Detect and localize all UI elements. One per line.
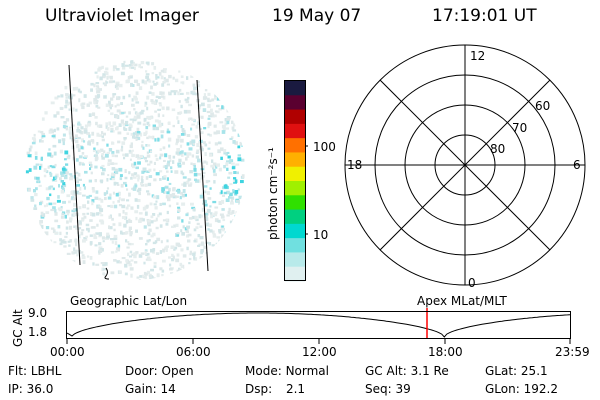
colorbar-tick-10: 10	[313, 228, 329, 242]
timeline-ylabel: GC Alt	[11, 309, 25, 347]
clock-label-0: 0	[468, 276, 476, 290]
info-gain: Gain: 14	[125, 382, 176, 396]
info-dsp: Dsp: 2.1	[245, 382, 306, 396]
colorbar-band	[285, 195, 305, 211]
clock-label-6: 6	[573, 158, 581, 172]
timeline-xtick-0000: 00:00	[50, 345, 85, 359]
colorbar-band	[285, 152, 305, 168]
magnetic-polar-grid: 12 18 6 0 60 70 80	[344, 44, 586, 290]
colorbar-band	[285, 166, 305, 182]
timeline-xtick-1800: 18:00	[428, 345, 463, 359]
info-filter: Flt: LBHL	[8, 364, 62, 378]
colorbar-band	[285, 109, 305, 125]
colorbar-unit-label: photon cm⁻²s⁻¹	[266, 147, 280, 240]
colorbar-tick-100: 100	[313, 140, 336, 154]
longitude-line-left	[68, 64, 81, 266]
info-door: Door: Open	[125, 364, 194, 378]
colorbar-band	[285, 209, 305, 225]
info-glon: GLon: 192.2	[485, 382, 558, 396]
uv-emission-pixels	[25, 60, 245, 280]
colorbar-band	[285, 95, 305, 111]
lat-label-60: 60	[535, 99, 550, 113]
colorbar-band	[285, 252, 305, 268]
timeline-frame	[66, 311, 571, 339]
coastline-fragment	[104, 267, 110, 280]
clock-label-18: 18	[347, 158, 362, 172]
timeline-ytick-1-8: 1.8	[28, 325, 48, 339]
altitude-curve	[66, 312, 571, 338]
timeline-xtick-2359: 23:59	[555, 345, 590, 359]
colorbar-band	[285, 181, 305, 196]
colorbar-band	[285, 238, 305, 253]
lat-label-70: 70	[512, 121, 527, 135]
colorbar-band	[285, 138, 305, 153]
info-ip: IP: 36.0	[8, 382, 54, 396]
date-label: 19 May 07	[272, 6, 362, 26]
clock-label-12: 12	[470, 49, 485, 63]
lat-label-80: 80	[490, 142, 505, 156]
time-label: 17:19:01 UT	[432, 6, 537, 26]
grid-diagonal-2	[379, 79, 551, 251]
info-glat: GLat: 25.1	[485, 364, 548, 378]
timeline-xtick-0600: 06:00	[176, 345, 211, 359]
orbit-altitude-plot	[66, 308, 571, 344]
info-seq: Seq: 39	[365, 382, 411, 396]
longitude-line-right	[196, 79, 209, 272]
colorbar-band	[285, 223, 305, 239]
timeline-left-label: Geographic Lat/Lon	[70, 294, 188, 308]
colorbar-band	[285, 266, 305, 282]
instrument-title: Ultraviolet Imager	[45, 6, 199, 26]
timeline-xtick-1200: 12:00	[302, 345, 337, 359]
timeline-ytick-9: 9.0	[28, 306, 48, 320]
color-scale-bar	[284, 80, 308, 282]
info-gc-alt: GC Alt: 3.1 Re	[365, 364, 449, 378]
colorbar-band	[285, 123, 305, 139]
uv-earth-image	[25, 60, 245, 280]
timeline-right-label: Apex MLat/MLT	[417, 294, 507, 308]
colorbar-band	[285, 81, 305, 96]
info-mode: Mode: Normal	[245, 364, 329, 378]
